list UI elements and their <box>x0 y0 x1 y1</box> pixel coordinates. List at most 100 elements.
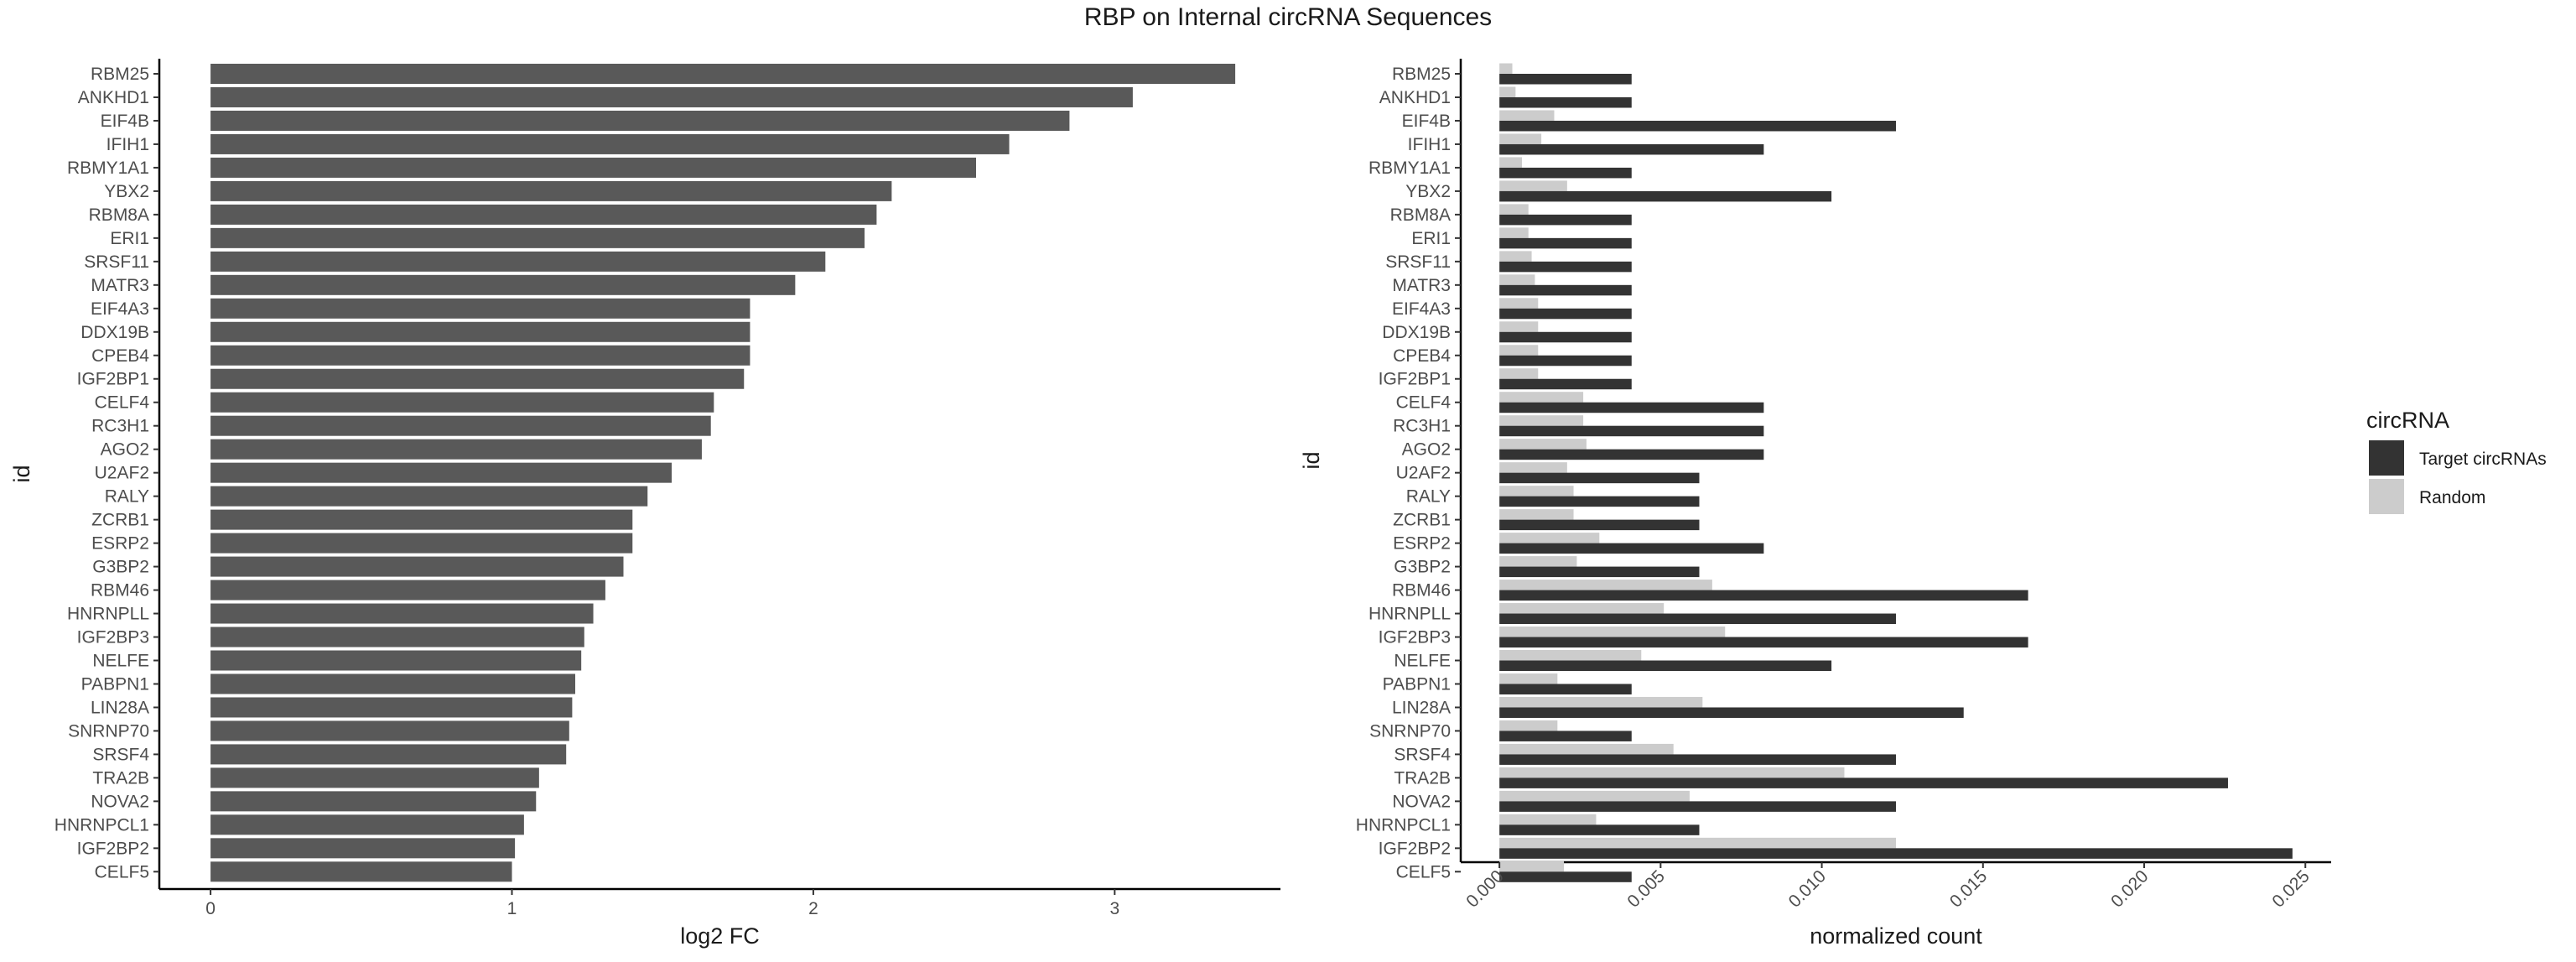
bar-igf2bp3 <box>210 627 584 647</box>
bar-igf2bp2 <box>210 838 516 859</box>
bar-target-lin28a <box>1499 707 1964 718</box>
bar-target-rbm46 <box>1499 590 2028 601</box>
bar-target-ybx2 <box>1499 190 1832 202</box>
bar-zcrb1 <box>210 509 633 530</box>
y-tick-label: IGF2BP2 <box>77 839 149 858</box>
y-tick-label: ZCRB1 <box>1393 511 1451 530</box>
y-tick-label: EIF4A3 <box>91 299 149 319</box>
y-tick-label: SRSF4 <box>1394 745 1451 764</box>
bar-target-ddx19b <box>1499 331 1632 343</box>
bar-target-esrp2 <box>1499 543 1764 554</box>
legend-label: Random <box>2419 488 2485 507</box>
y-tick-label: RC3H1 <box>1393 417 1451 436</box>
bar-random-igf2bp3 <box>1499 627 1726 637</box>
y-tick-label: RBM8A <box>89 205 149 225</box>
y-tick-label: IGF2BP1 <box>77 370 149 389</box>
bar-srsf11 <box>210 251 826 272</box>
y-tick-label: TRA2B <box>92 768 149 788</box>
legend-label: Target circRNAs <box>2419 450 2547 469</box>
y-tick-label: LIN28A <box>1392 698 1451 717</box>
bar-tra2b <box>210 767 539 788</box>
bar-target-snrnp70 <box>1499 731 1632 741</box>
bar-nova2 <box>210 791 537 812</box>
bar-hnrnpcl1 <box>210 814 524 835</box>
bar-target-matr3 <box>1499 284 1632 296</box>
bar-random-eif4a3 <box>1499 298 1539 309</box>
y-tick-label: ERI1 <box>110 229 149 248</box>
y-tick-label: MATR3 <box>1392 276 1451 295</box>
bar-ankhd1 <box>210 86 1133 107</box>
bar-random-rc3h1 <box>1499 415 1584 426</box>
bar-lin28a <box>210 697 573 718</box>
bar-target-rbmy1a1 <box>1499 167 1632 179</box>
x-tick-label: 0.010 <box>1785 866 1830 911</box>
bar-random-snrnp70 <box>1499 720 1558 731</box>
x-axis-title: log2 FC <box>680 923 760 949</box>
bar-ifih1 <box>210 133 1010 154</box>
bar-rbm25 <box>210 64 1236 84</box>
y-axis-title: id <box>1299 451 1324 469</box>
bar-target-rbm8a <box>1499 214 1632 226</box>
bar-target-zcrb1 <box>1499 519 1700 531</box>
y-tick-label: G3BP2 <box>92 558 149 577</box>
bar-target-srsf4 <box>1499 754 1896 765</box>
bar-random-eri1 <box>1499 227 1529 238</box>
y-tick-label: RBM46 <box>91 581 149 601</box>
y-tick-label: ZCRB1 <box>91 511 149 530</box>
bar-celf5 <box>210 861 512 882</box>
y-tick-label: LIN28A <box>91 698 149 717</box>
y-tick-label: DDX19B <box>1382 323 1451 342</box>
bar-random-igf2bp1 <box>1499 368 1539 379</box>
bar-random-cpeb4 <box>1499 345 1539 356</box>
legend-title: circRNA <box>2366 408 2449 433</box>
bar-ago2 <box>210 439 702 460</box>
bar-random-rbm46 <box>1499 580 1712 590</box>
bar-eif4b <box>210 110 1070 131</box>
bar-random-hnrnpll <box>1499 603 1665 614</box>
bar-random-ago2 <box>1499 439 1587 450</box>
y-tick-label: DDX19B <box>80 323 149 342</box>
bar-random-raly <box>1499 486 1574 497</box>
bar-target-hnrnpcl1 <box>1499 824 1700 835</box>
bar-target-raly <box>1499 496 1700 507</box>
bar-random-lin28a <box>1499 696 1703 708</box>
y-tick-label: ESRP2 <box>1393 534 1451 554</box>
y-tick-label: SNRNP70 <box>1369 721 1451 741</box>
bar-target-nelfe <box>1499 660 1832 671</box>
bar-target-tra2b <box>1499 777 2228 788</box>
bar-random-rbmy1a1 <box>1499 157 1523 168</box>
x-tick-label: 0 <box>205 899 216 918</box>
y-tick-label: MATR3 <box>91 276 149 295</box>
y-tick-label: HNRNPCL1 <box>55 815 149 835</box>
bar-target-srsf11 <box>1499 261 1632 273</box>
y-tick-label: ERI1 <box>1411 229 1451 248</box>
bar-random-u2af2 <box>1499 462 1567 473</box>
bar-u2af2 <box>210 462 672 483</box>
legend-swatch <box>2369 479 2404 514</box>
y-tick-label: RBM8A <box>1390 205 1451 225</box>
y-tick-label: RBM46 <box>1392 581 1451 601</box>
y-tick-label: U2AF2 <box>95 464 149 483</box>
y-tick-label: IGF2BP3 <box>77 628 149 647</box>
bar-target-nova2 <box>1499 801 1896 812</box>
x-tick-label: 0.020 <box>2107 866 2152 911</box>
y-tick-label: YBX2 <box>104 182 149 201</box>
y-tick-label: RALY <box>105 487 149 507</box>
bar-target-ankhd1 <box>1499 96 1632 108</box>
x-tick-label: 1 <box>507 899 517 918</box>
bar-rbmy1a1 <box>210 157 976 178</box>
x-tick-label: 2 <box>808 899 818 918</box>
y-tick-label: SRSF11 <box>84 252 149 272</box>
bar-target-celf4 <box>1499 402 1764 413</box>
bar-random-matr3 <box>1499 274 1535 285</box>
bar-random-hnrnpcl1 <box>1499 814 1597 825</box>
bar-random-celf5 <box>1499 861 1565 872</box>
bar-target-igf2bp2 <box>1499 848 2293 859</box>
bar-random-tra2b <box>1499 767 1845 778</box>
y-tick-label: AGO2 <box>1402 440 1451 460</box>
bar-random-pabpn1 <box>1499 673 1558 684</box>
bar-eri1 <box>210 227 865 248</box>
bar-target-rc3h1 <box>1499 425 1764 437</box>
bar-target-igf2bp1 <box>1499 378 1632 390</box>
